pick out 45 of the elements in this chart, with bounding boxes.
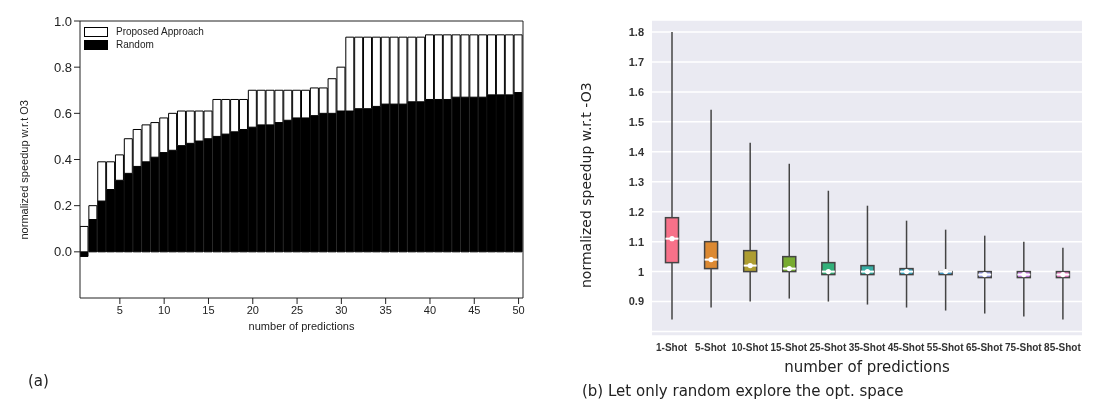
x-tick-label: 40 xyxy=(423,303,437,316)
x-axis-title: number of predictions xyxy=(783,358,951,376)
legend-label: Random xyxy=(116,39,154,50)
text: (a) xyxy=(28,372,50,390)
x-tick-label: 25-Shot xyxy=(809,342,847,354)
x-tick-label: 50 xyxy=(512,303,525,316)
x-tick-label: 15-Shot xyxy=(770,342,808,354)
x-tick-label: 20 xyxy=(246,303,259,316)
y-tick-label: 0.4 xyxy=(53,152,72,168)
y-tick-label: 0.8 xyxy=(53,59,72,75)
y-tick-label: 1.6 xyxy=(628,85,644,98)
x-tick-label: 85-Shot xyxy=(1044,342,1082,354)
x-tick-label: 10-Shot xyxy=(731,342,769,354)
y-tick-label: 0.2 xyxy=(53,198,72,214)
x-tick-label: 35 xyxy=(379,303,392,316)
y-tick-label: 1.5 xyxy=(628,115,644,128)
x-tick-label: 5-Shot xyxy=(695,342,727,354)
y-tick-label: 1.7 xyxy=(628,55,644,68)
x-tick-label: 55-Shot xyxy=(926,342,965,354)
text: (b) Let only random explore the opt. space xyxy=(582,382,905,400)
x-tick-label: 45-Shot xyxy=(887,342,926,354)
x-tick-label: 65-Shot xyxy=(965,342,1004,354)
y-tick-label: 0.6 xyxy=(53,105,72,121)
y-tick-label: 0.9 xyxy=(628,295,644,308)
y-tick-label: 1.3 xyxy=(628,175,644,188)
x-tick-label: 25 xyxy=(290,303,304,316)
x-tick-label: 30 xyxy=(335,303,348,316)
y-axis-title: normalized speedup w.r.t -O3 xyxy=(577,82,594,288)
y-tick-label: 1.2 xyxy=(628,205,644,218)
legend-label: Proposed Approach xyxy=(116,26,204,37)
x-tick-label: 5 xyxy=(116,303,123,316)
y-tick-label: 1.4 xyxy=(628,145,645,158)
y-tick-label: 1.1 xyxy=(628,235,644,248)
x-axis-title: number of predictions xyxy=(248,320,355,332)
x-tick-label: 1-Shot xyxy=(655,342,688,354)
x-tick-label: 10 xyxy=(158,303,171,316)
x-tick-label: 45 xyxy=(468,303,481,316)
x-tick-label: 75-Shot xyxy=(1005,342,1043,354)
y-tick-label: 0.0 xyxy=(53,244,72,260)
y-tick-label: 1.0 xyxy=(53,13,72,29)
x-tick-label: 35-Shot xyxy=(848,342,886,354)
y-tick-label: 1.8 xyxy=(628,25,644,38)
x-tick-label: 15 xyxy=(202,303,215,316)
y-axis-title: normalized speedup w.r.t O3 xyxy=(17,100,30,240)
y-tick-label: 1 xyxy=(637,265,644,278)
